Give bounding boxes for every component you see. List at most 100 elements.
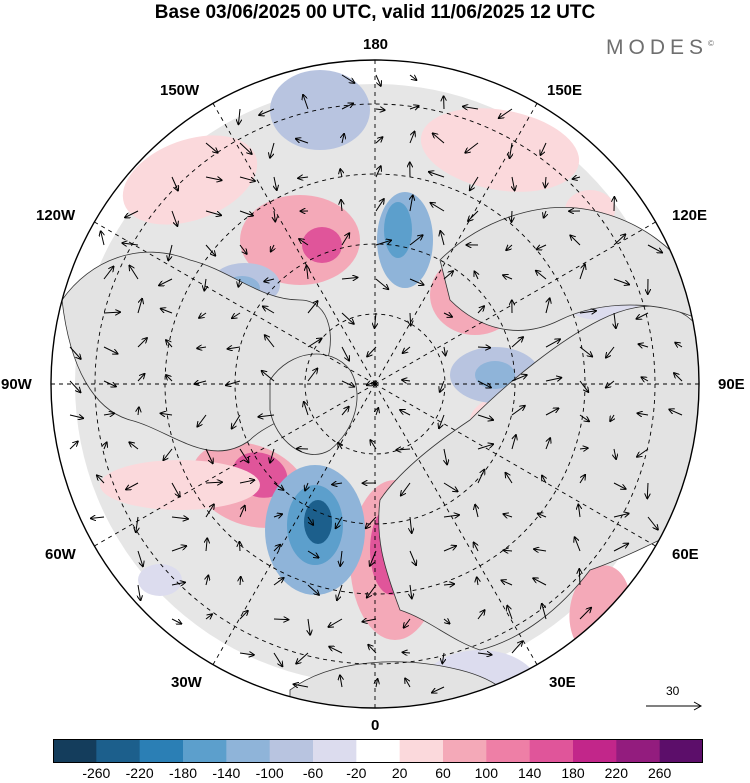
wind-vector: [171, 546, 186, 552]
wind-vector: [402, 380, 411, 381]
lon-label-150e: 150E: [547, 82, 583, 99]
wind-vector: [642, 377, 649, 381]
wind-vector: [474, 542, 478, 552]
colorbar-tick-label: -60: [302, 765, 324, 781]
colorbar-cell: [659, 739, 703, 763]
wind-vector: [573, 177, 581, 179]
wind-vector: [375, 278, 388, 289]
wind-vector: [637, 448, 649, 457]
anomaly-blob: [270, 70, 370, 150]
wind-vector: [647, 482, 648, 498]
wind-vector: [340, 550, 342, 566]
wind-vector: [477, 444, 493, 450]
wind-vector: [475, 505, 478, 518]
wind-vector: [637, 312, 649, 319]
wind-vector: [367, 346, 377, 356]
wind-vector: [341, 200, 342, 212]
colorbar-cell: [443, 739, 487, 763]
colorbar-cell: [486, 739, 531, 763]
wind-vector: [506, 245, 513, 250]
colorbar-tick-label: -140: [212, 765, 241, 781]
colorbar-tick-label: -260: [82, 765, 111, 781]
wind-vector: [129, 266, 139, 280]
wind-vector: [606, 380, 615, 388]
anomaly-blob: [100, 460, 260, 510]
wind-vector: [205, 142, 218, 153]
colorbar-cell: [139, 739, 184, 763]
wind-vector: [273, 619, 288, 620]
wind-vector: [303, 95, 309, 110]
wind-vector: [477, 380, 491, 388]
wind-vector: [507, 606, 513, 620]
lon-label-90w: 90W: [1, 376, 32, 393]
wind-vector: [375, 74, 381, 86]
colorbar-cell: [183, 739, 227, 763]
wind-vector: [205, 504, 214, 518]
wind-vector: [328, 618, 343, 627]
wind-vector: [442, 652, 444, 663]
wind-vector: [137, 374, 144, 382]
wind-vector: [470, 176, 479, 190]
wind-vector: [410, 312, 411, 325]
wind-vector: [511, 337, 523, 348]
wind-vector: [171, 210, 177, 226]
wind-vector: [239, 542, 240, 552]
wind-vector: [232, 312, 241, 318]
wind-vector: [575, 537, 581, 552]
wind-vector: [409, 132, 415, 144]
brand-text: MODES: [606, 36, 709, 59]
wind-vector: [362, 619, 377, 622]
wind-vector: [409, 550, 416, 565]
wind-vector: [578, 505, 580, 518]
wind-vector: [545, 298, 550, 314]
wind-vector: [122, 243, 139, 245]
wind-vector: [503, 514, 513, 517]
wind-vector: [465, 142, 479, 153]
wind-vector: [270, 448, 275, 463]
wind-vector: [396, 449, 411, 450]
colorbar-cell: [399, 739, 444, 763]
wind-vector: [69, 380, 80, 392]
wind-vector: [298, 177, 309, 178]
colorbar-tick-label: 180: [561, 765, 585, 781]
wind-vector: [329, 647, 343, 654]
wind-vector: [103, 346, 117, 354]
colorbar-tick-label: -220: [125, 765, 154, 781]
wind-vector: [274, 176, 277, 190]
wind-vector: [475, 271, 478, 280]
colorbar: [53, 739, 703, 763]
wind-vector: [675, 343, 683, 347]
wind-vector: [477, 414, 493, 420]
wind-vector: [404, 618, 411, 628]
wind-vector: [103, 413, 114, 415]
lon-label-60w: 60W: [45, 546, 76, 563]
wind-vector: [511, 406, 525, 416]
wind-vector: [400, 410, 411, 416]
anomaly-blob: [122, 135, 258, 225]
reference-vector-label: 30: [666, 684, 680, 698]
colorbar-cell: [96, 739, 141, 763]
wind-vector: [265, 335, 275, 348]
colorbar-tick-label: -180: [168, 765, 198, 781]
meridian-line: [374, 218, 662, 385]
wind-vector: [579, 380, 588, 392]
lon-label-0: 0: [371, 717, 380, 734]
wind-vector: [264, 279, 275, 281]
anomaly-blob: [420, 108, 580, 192]
lon-label-120e: 120E: [672, 207, 708, 224]
wind-vector: [204, 278, 206, 290]
wind-vector: [511, 375, 527, 382]
wind-vector: [669, 409, 683, 416]
wind-vector: [259, 108, 275, 115]
wind-vector: [511, 435, 516, 450]
wind-vector: [579, 448, 588, 449]
greenland: [269, 353, 358, 455]
wind-vector: [403, 346, 411, 353]
wind-vector: [545, 408, 558, 416]
wind-vector: [171, 517, 188, 519]
wind-vector: [239, 448, 248, 462]
colorbar-tick-label: 140: [517, 765, 542, 781]
anomaly-blob: [475, 361, 515, 389]
wind-vector: [511, 641, 522, 654]
